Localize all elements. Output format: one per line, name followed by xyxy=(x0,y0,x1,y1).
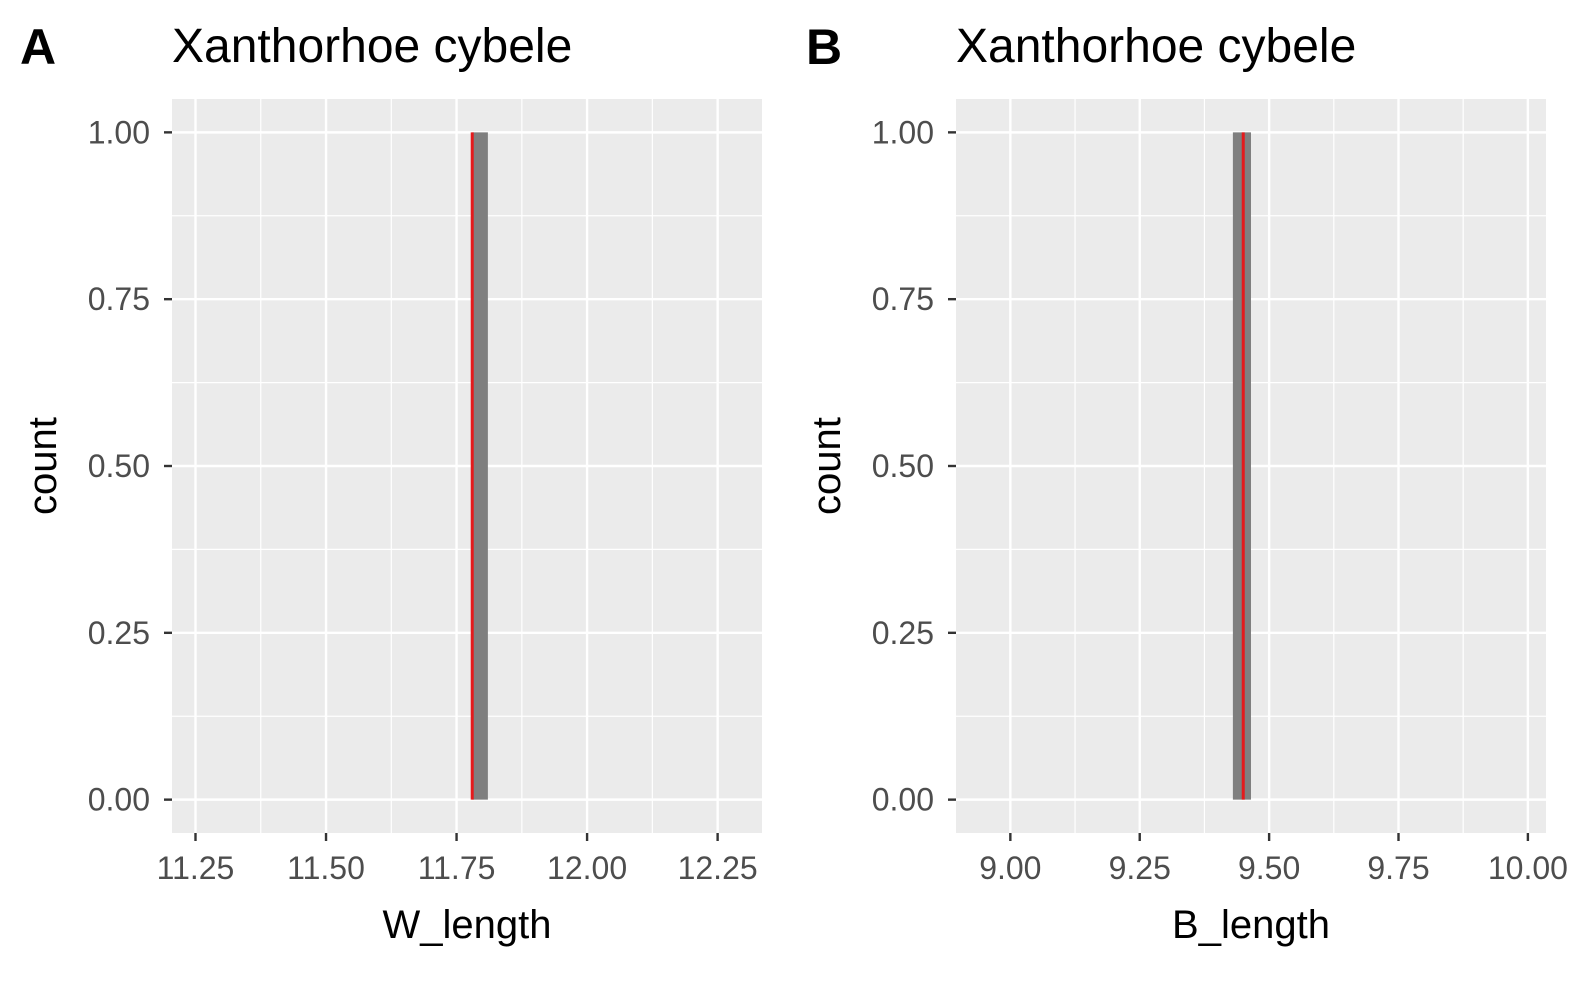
x-tick-label: 10.00 xyxy=(1488,850,1568,886)
histogram-bar xyxy=(472,132,488,800)
x-tick-label: 9.00 xyxy=(979,850,1041,886)
x-tick-label: 11.25 xyxy=(157,850,235,886)
y-tick-label: 0.75 xyxy=(872,281,934,317)
panel-b: 0.00 0.25 0.50 0.75 1.00 9.00 9.25 9.50 9.75 10.0… xyxy=(805,19,1568,947)
x-axis-title: W_length xyxy=(383,903,552,947)
panel-letter: A xyxy=(20,19,56,75)
panel-title: Xanthorhoe cybele xyxy=(172,20,572,73)
x-tick-label: 11.50 xyxy=(287,850,365,886)
panel-letter: B xyxy=(806,19,842,75)
x-axis-title: B_length xyxy=(1172,903,1330,947)
x-tick-label: 12.25 xyxy=(678,850,758,886)
x-tick-label: 12.00 xyxy=(547,850,627,886)
y-axis-title: count xyxy=(805,417,849,515)
y-tick-label: 1.00 xyxy=(872,114,934,150)
y-axis-title: count xyxy=(21,417,65,515)
y-tick-label: 0.25 xyxy=(88,615,150,651)
y-tick-label: 0.75 xyxy=(88,281,150,317)
x-tick-label: 11.75 xyxy=(418,850,496,886)
x-tick-label: 9.75 xyxy=(1367,850,1429,886)
y-tick-label: 0.50 xyxy=(872,448,934,484)
y-tick-label: 0.00 xyxy=(872,782,934,818)
panel-title: Xanthorhoe cybele xyxy=(956,20,1356,73)
panel-a: 0.00 0.25 0.50 0.75 1.00 11.25 11.50 11.75 12.00… xyxy=(20,19,762,947)
x-tick-label: 9.50 xyxy=(1238,850,1300,886)
y-tick-label: 0.50 xyxy=(88,448,150,484)
y-tick-label: 0.25 xyxy=(872,615,934,651)
y-tick-label: 1.00 xyxy=(88,114,150,150)
y-tick-label: 0.00 xyxy=(88,782,150,818)
x-tick-label: 9.25 xyxy=(1109,850,1171,886)
